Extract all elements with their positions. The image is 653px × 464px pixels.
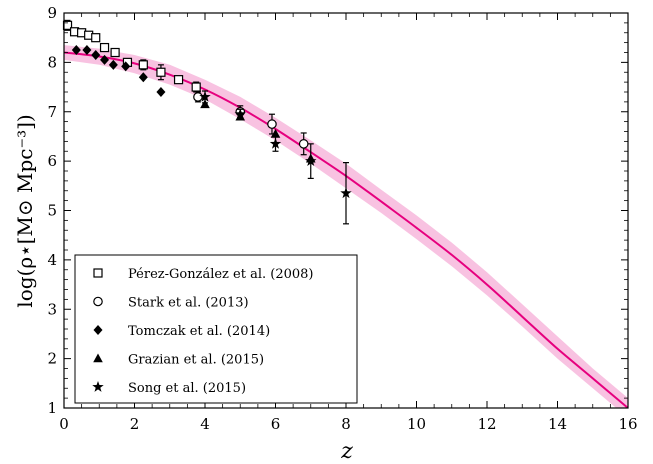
data-point <box>100 54 110 65</box>
y-tick-label: 6 <box>47 152 57 170</box>
series-2 <box>71 45 166 97</box>
legend-label: Song et al. (2015) <box>128 381 246 396</box>
legend-entry: Stark et al. (2013) <box>93 296 249 311</box>
data-point <box>110 47 120 58</box>
data-point <box>108 59 118 70</box>
legend-entry: Tomczak et al. (2014) <box>93 324 270 339</box>
legend: Pérez-González et al. (2008) Stark et al.… <box>74 254 358 404</box>
series-4 <box>199 90 352 225</box>
legend-label: Tomczak et al. (2014) <box>128 324 270 339</box>
y-axis-label: log(ρ⋆[M⊙ Mpc⁻³]) <box>13 114 37 307</box>
data-point <box>156 67 166 77</box>
data-point <box>191 82 201 92</box>
series-0 <box>62 19 201 93</box>
legend-box <box>74 254 358 404</box>
data-point <box>99 42 110 53</box>
data-point <box>199 90 211 102</box>
legend-entry: Song et al. (2015) <box>92 381 246 396</box>
x-tick-labels: 0 2 4 6 8 10 12 14 16 <box>59 415 637 433</box>
data-point <box>156 87 166 97</box>
legend-marker <box>93 296 103 307</box>
data-point <box>234 108 246 120</box>
legend-label: Grazian et al. (2015) <box>128 353 264 368</box>
legend-marker <box>93 353 103 363</box>
data-point <box>193 92 203 102</box>
y-tick-label: 3 <box>47 300 57 318</box>
data-point <box>298 139 309 149</box>
y-tick-label: 5 <box>47 202 57 220</box>
x-axis-label: z <box>340 439 353 464</box>
y-tick-label: 2 <box>47 350 57 368</box>
data-point <box>200 99 210 109</box>
x-tick-label: 10 <box>407 415 426 433</box>
y-tick-labels: 1 2 3 4 5 6 7 8 9 <box>47 4 57 417</box>
x-tick-label: 6 <box>271 415 281 433</box>
x-tick-label: 4 <box>200 415 210 433</box>
data-point <box>267 119 277 129</box>
legend-entry: Grazian et al. (2015) <box>93 353 264 368</box>
x-tick-label: 14 <box>548 415 567 433</box>
axis-ticks <box>63 12 629 409</box>
y-tick-label: 8 <box>47 53 57 71</box>
legend-marker <box>93 268 103 278</box>
legend-marker <box>93 325 103 335</box>
data-point <box>305 155 317 166</box>
legend-marker <box>92 381 104 392</box>
data-points <box>62 19 352 225</box>
data-point <box>173 75 184 85</box>
data-point <box>71 45 81 56</box>
data-point <box>138 60 148 70</box>
data-point <box>91 49 101 60</box>
data-point <box>269 137 282 149</box>
x-tick-label: 12 <box>477 415 496 433</box>
y-tick-label: 9 <box>47 4 57 22</box>
x-tick-label: 2 <box>130 415 140 433</box>
y-tick-label: 7 <box>47 103 57 121</box>
legend-entry: Pérez-González et al. (2008) <box>93 267 313 282</box>
data-point <box>82 45 92 56</box>
data-point <box>138 72 148 83</box>
y-tick-label: 1 <box>47 399 57 417</box>
y-tick-label: 4 <box>47 251 57 269</box>
x-tick-label: 0 <box>59 415 69 433</box>
data-point <box>121 61 131 72</box>
x-tick-label: 8 <box>341 415 351 433</box>
x-tick-label: 16 <box>618 415 637 433</box>
data-point <box>340 187 352 199</box>
legend-label: Stark et al. (2013) <box>128 296 249 311</box>
data-point <box>270 128 281 138</box>
data-point <box>91 33 101 43</box>
legend-label: Pérez-González et al. (2008) <box>128 267 313 282</box>
